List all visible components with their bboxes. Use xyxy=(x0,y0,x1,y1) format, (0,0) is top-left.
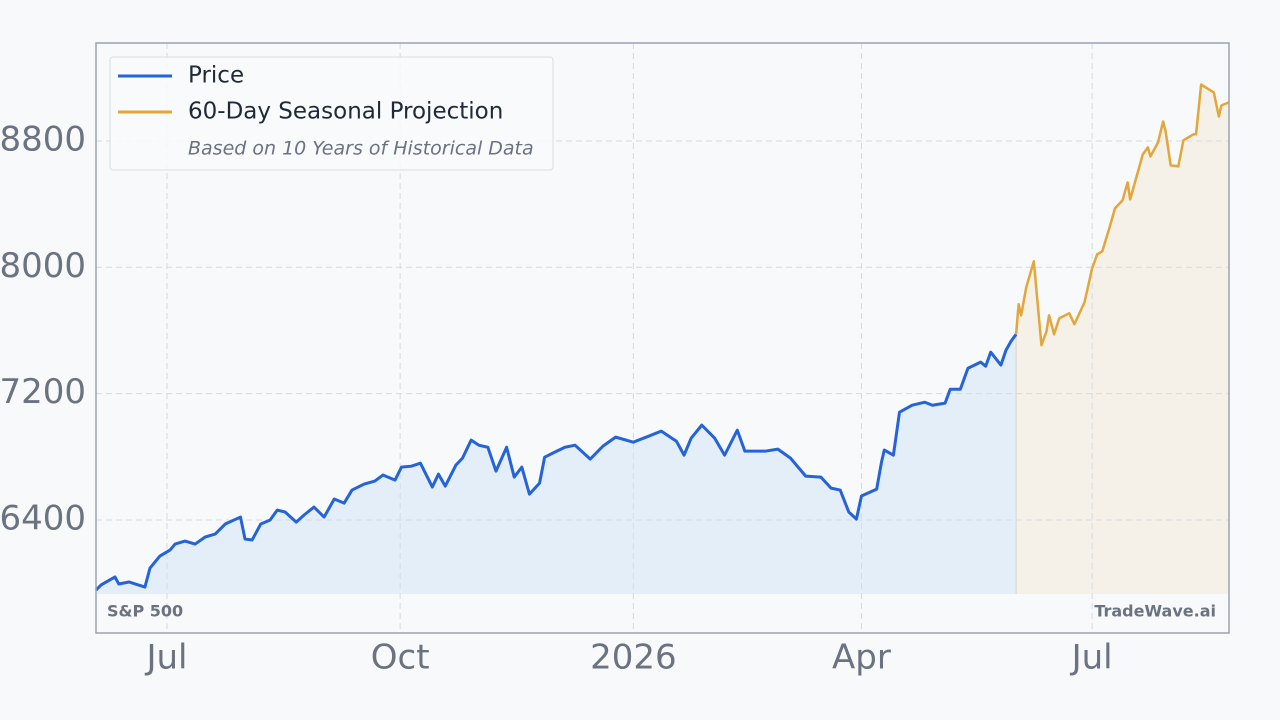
x-tick-label: 2026 xyxy=(590,638,677,678)
x-tick-label: Oct xyxy=(371,638,430,678)
line xyxy=(94,333,1018,592)
y-tick-label: 8000 xyxy=(0,246,86,286)
area xyxy=(1016,84,1229,594)
legend-label: 60-Day Seasonal Projection xyxy=(188,99,503,125)
y-tick-label: 7200 xyxy=(0,372,86,412)
legend-box xyxy=(109,56,554,171)
y-tick-label: 6400 xyxy=(0,499,86,539)
source-label: S&P 500 xyxy=(107,602,183,621)
area xyxy=(96,334,1017,594)
x-tick-label: Jul xyxy=(144,638,187,678)
x-tick-label: Jul xyxy=(1070,638,1113,678)
y-tick-label: 8800 xyxy=(0,119,86,159)
legend-note: Based on 10 Years of Historical Data xyxy=(188,138,534,160)
brand-label: TradeWave.ai xyxy=(1094,602,1216,621)
line xyxy=(1014,83,1230,347)
plot-frame xyxy=(95,42,1230,634)
x-tick-label: Apr xyxy=(832,638,891,678)
legend-label: Price xyxy=(188,63,244,89)
